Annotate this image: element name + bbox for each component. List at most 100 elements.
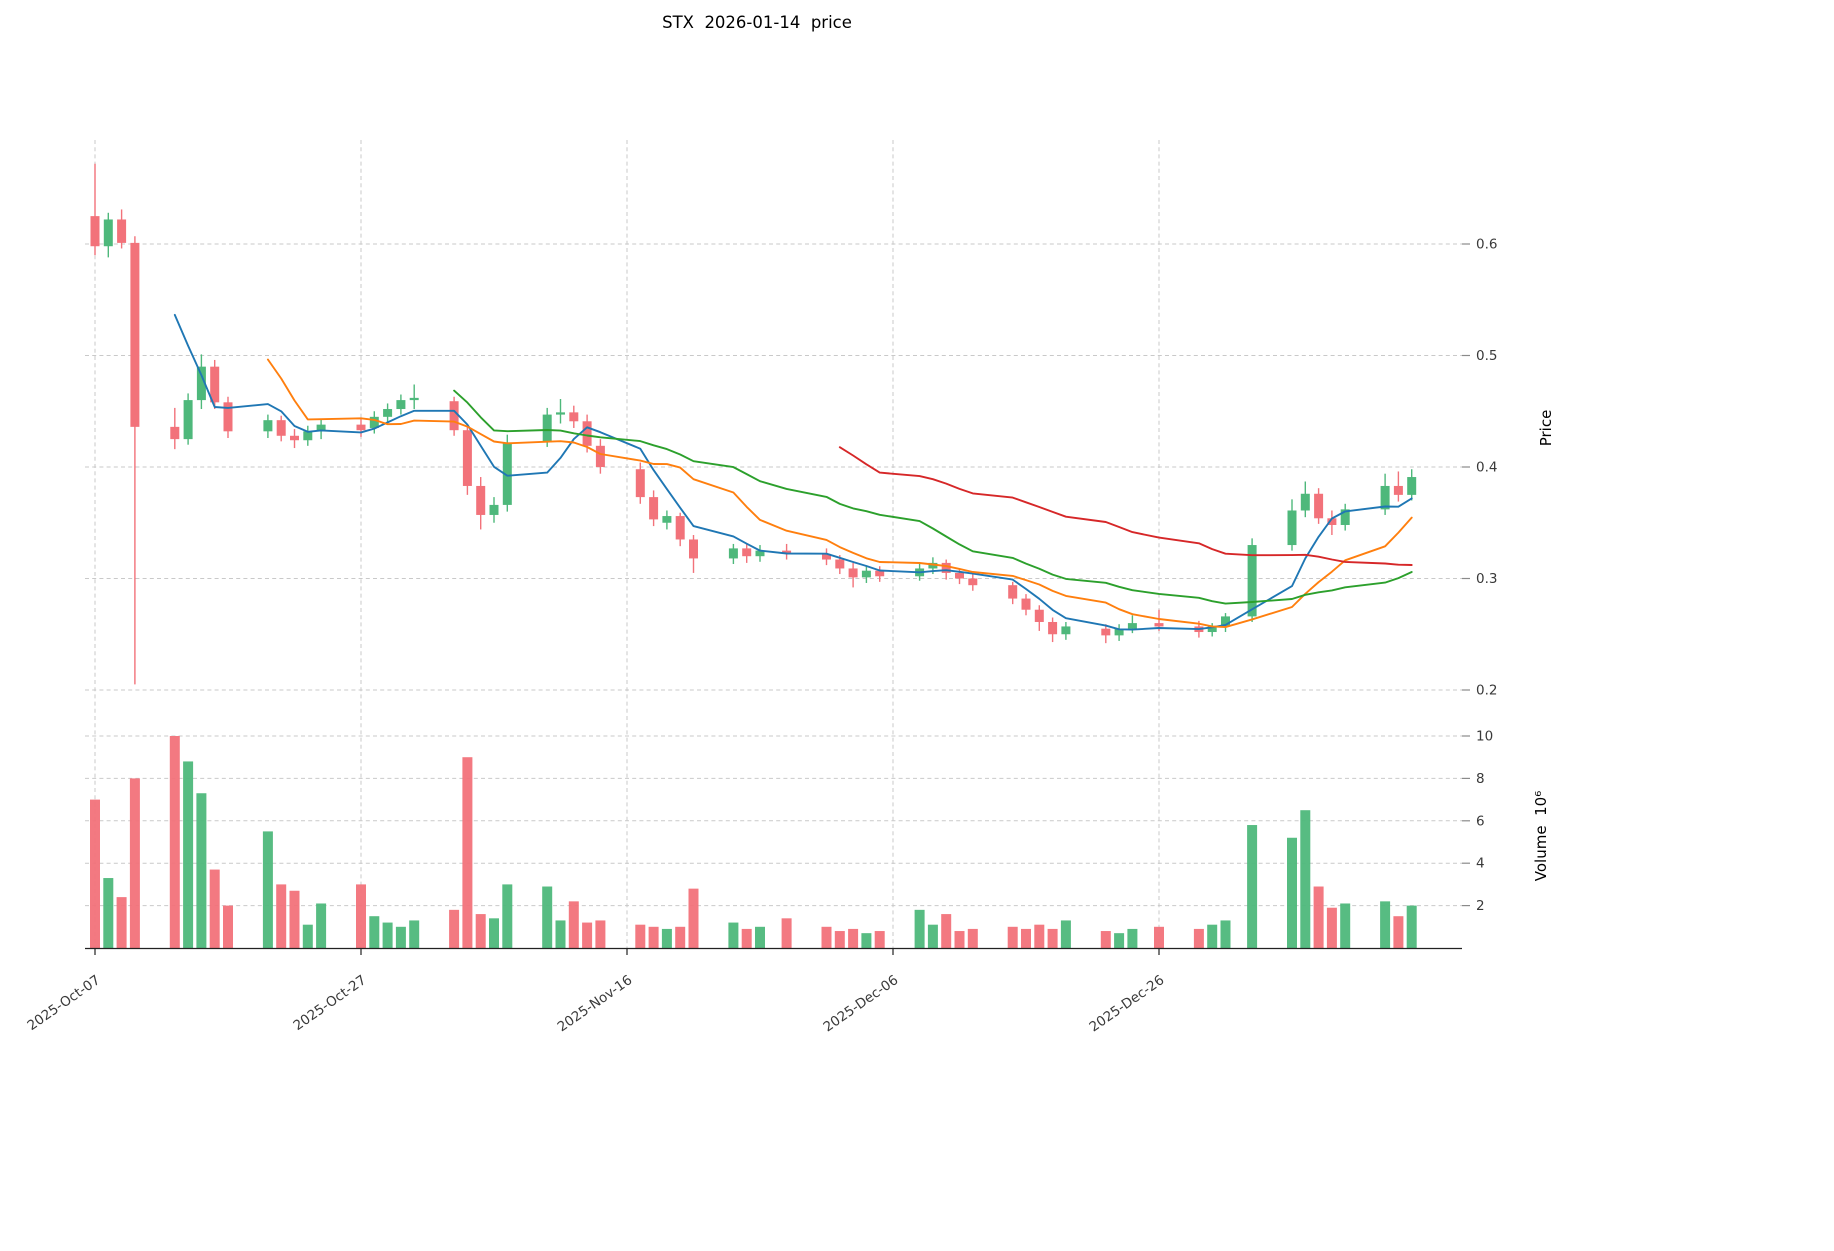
candle-down [1101,628,1111,636]
volume-bar-up [502,884,513,948]
candle-down [822,553,831,560]
candle-down [449,401,459,431]
volume-bar-down [209,869,220,948]
candle-down [782,550,792,554]
volume-bar-down [475,914,486,948]
volume-bar-down [781,918,792,948]
volume-bar-down [941,914,952,948]
volume-bar-up [1287,837,1297,948]
volume-bar-down [169,736,180,948]
candle-up [1380,485,1390,510]
candle-up [369,416,379,428]
candle-down [675,516,685,540]
ma-line-ma40 [838,446,1413,566]
candle-up [542,414,552,443]
volume-bar-up [1060,920,1071,948]
volume-bar-up [262,831,273,948]
candle-up [263,420,273,432]
candle-down [290,435,299,441]
volume-bar-down [635,924,646,948]
candle-down [649,497,659,520]
candle-down [1048,621,1058,635]
volume-bar-up [1220,920,1231,948]
volume-bar-down [1034,924,1045,948]
volume-bars [90,736,1417,948]
candle-down [130,242,140,427]
date-tick-label: 2025-Dec-26 [1087,972,1168,1035]
candle-down [875,570,885,577]
volume-bar-up [927,924,938,948]
volume-bar-down [1326,907,1337,948]
volume-bar-up [183,761,194,948]
price-axis-label: Price [1537,410,1555,447]
volume-bar-down [595,920,606,948]
volume-bar-up [555,920,566,948]
candle-down [1327,518,1337,525]
candle-up [1300,493,1310,511]
volume-tick-label: 4 [1476,856,1485,872]
volume-bar-down [462,757,473,948]
candle-up [1247,545,1257,617]
candle-down [90,216,100,247]
candle-down [835,559,845,569]
volume-bar-up [1114,933,1125,948]
volume-bar-down [874,931,885,948]
volume-bar-down [90,799,100,948]
candle-down [356,424,366,431]
candle-down [955,572,964,579]
candle-down [1021,598,1031,610]
candle-down [462,430,472,486]
volume-bar-up [1207,924,1218,948]
ma-line-ma10 [266,358,1413,629]
candle-down [582,421,592,446]
candle-up [861,570,871,578]
volume-bar-down [223,905,233,948]
volume-bar-down [848,928,859,948]
candle-down [1154,623,1164,627]
volume-bar-up [728,922,739,948]
volume-bar-down [289,890,300,948]
date-tick-label: 2025-Oct-27 [290,972,369,1034]
candle-down [170,426,180,440]
volume-bar-down [582,922,593,948]
volume-bar-up [1380,901,1391,948]
volume-bar-up [1127,928,1138,948]
gridlines [85,140,1462,948]
volume-bar-down [356,884,366,948]
price-tick-label: 0.4 [1476,460,1497,476]
candle-down [595,445,605,467]
candle-up [196,366,206,401]
volume-tick-label: 6 [1476,813,1485,829]
volume-bar-down [1193,928,1204,948]
volume-bar-down [1047,928,1058,948]
candle-up [755,550,765,557]
volume-bar-up [196,793,207,948]
volume-bar-up [369,916,380,948]
candle-up [409,397,419,401]
candle-down [223,402,233,432]
volume-tick-label: 8 [1476,771,1485,787]
volume-bar-down [688,888,699,948]
candle-down [848,568,858,578]
axis-ticks: 0.2 0.3 0.4 0.5 0.6 2 4 6 8 10 2025-Oct-07 2025-Oct… [24,237,1497,1036]
volume-bar-up [1300,810,1311,948]
candle-up [662,516,672,523]
volume-bar-down [967,928,978,948]
volume-bar-down [129,778,140,948]
candle-up [489,504,499,515]
candle-down [1393,485,1403,495]
candlesticks [90,163,1417,685]
volume-bar-down [449,909,460,948]
volume-bar-up [1340,903,1351,948]
candle-up [303,431,313,441]
candle-down [968,578,978,586]
candle-down [276,420,286,436]
volume-axis-label: Volume 10⁶ [1532,791,1550,881]
candle-down [1314,493,1324,519]
candle-up [396,400,406,410]
volume-bar-down [1007,926,1018,948]
candle-down [1008,585,1018,599]
volume-tick-label: 10 [1476,729,1493,745]
volume-bar-up [861,933,872,948]
candle-up [383,409,393,417]
